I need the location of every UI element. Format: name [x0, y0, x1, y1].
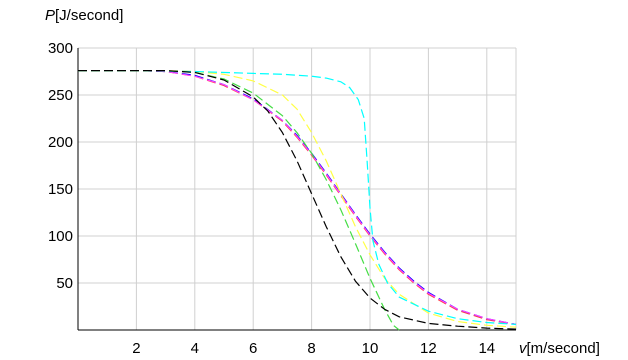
- y-axis-title: P[J/second]: [45, 7, 123, 24]
- y-axis-symbol: P: [45, 7, 55, 24]
- x-tick-label: 4: [191, 340, 199, 357]
- x-tick-label: 12: [420, 340, 437, 357]
- x-tick-label: 10: [362, 340, 379, 357]
- axes: [77, 48, 516, 331]
- series-lines: [78, 69, 517, 331]
- y-tick-label: 200: [48, 134, 73, 151]
- x-tick-label: 6: [249, 340, 257, 357]
- series-line: [78, 69, 517, 330]
- y-tick-label: 150: [48, 181, 73, 198]
- series-line: [78, 69, 400, 331]
- series-line: [78, 69, 517, 325]
- tick-labels: 2 4 6 8 10 12 14 50 100 150 200 250 300: [48, 40, 495, 357]
- y-tick-label: 100: [48, 228, 73, 245]
- x-axis-unit: [m/second]: [527, 340, 600, 357]
- series-line: [78, 69, 517, 328]
- x-tick-label: 8: [307, 340, 315, 357]
- x-axis-title: v[m/second]: [519, 340, 600, 357]
- grid: [78, 47, 517, 330]
- x-axis-symbol: v: [519, 340, 528, 357]
- y-axis-unit: [J/second]: [55, 7, 123, 24]
- x-tick-label: 14: [478, 340, 495, 357]
- y-tick-label: 50: [56, 275, 73, 292]
- y-tick-label: 250: [48, 87, 73, 104]
- series-line: [78, 69, 517, 325]
- y-tick-label: 300: [48, 40, 73, 57]
- x-tick-label: 2: [132, 340, 140, 357]
